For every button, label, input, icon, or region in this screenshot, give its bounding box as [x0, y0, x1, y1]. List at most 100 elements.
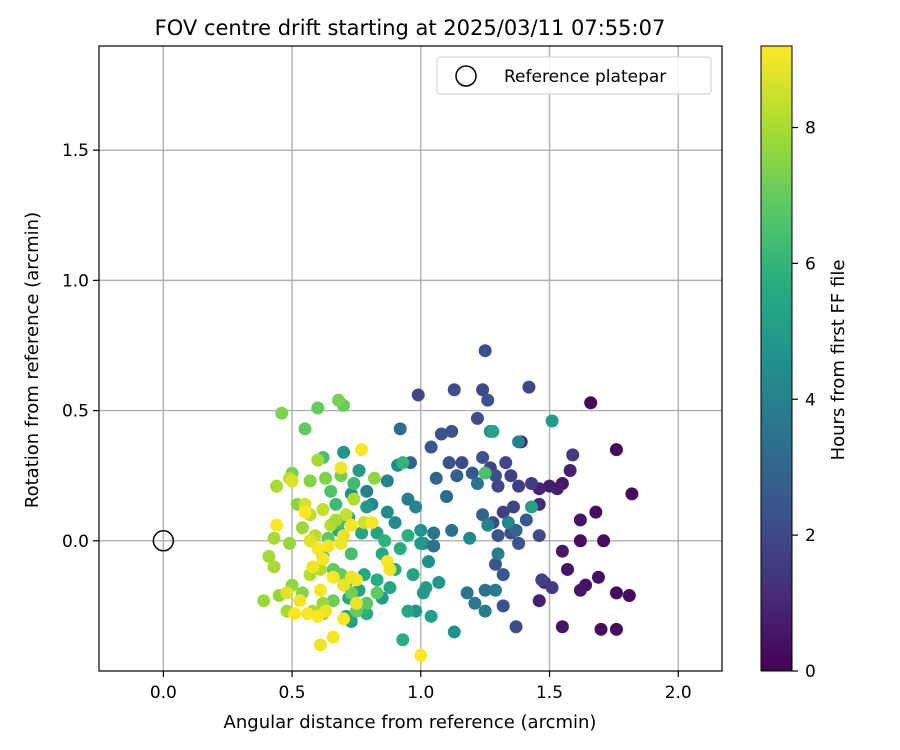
data-point: [478, 344, 492, 358]
data-point: [257, 594, 271, 608]
data-point: [275, 406, 289, 420]
data-point: [460, 586, 474, 600]
data-point: [370, 586, 384, 600]
data-point: [440, 490, 454, 504]
data-point: [535, 573, 549, 587]
data-point: [329, 497, 343, 511]
plot-frame: [98, 45, 723, 672]
data-point: [478, 583, 492, 597]
data-point: [380, 505, 394, 519]
data-point: [311, 401, 325, 415]
data-point: [337, 445, 351, 459]
data-point: [360, 500, 374, 514]
data-point: [411, 388, 425, 402]
data-point: [267, 560, 281, 574]
data-point: [470, 411, 484, 425]
data-point: [589, 505, 603, 519]
data-point: [424, 440, 438, 454]
data-point: [501, 516, 515, 530]
data-point: [478, 604, 492, 618]
data-point: [496, 599, 510, 613]
data-point: [522, 380, 536, 394]
data-point: [442, 456, 456, 470]
data-point: [313, 583, 327, 597]
data-point: [429, 471, 443, 485]
data-point: [506, 500, 520, 514]
data-point: [344, 518, 358, 532]
data-point: [609, 622, 623, 636]
data-point: [283, 536, 297, 550]
data-point: [414, 648, 428, 662]
x-axis-ticks: 0.0 0.5 1.0 1.5 2.0: [150, 671, 692, 703]
data-point: [622, 588, 636, 602]
y-tick-label: 1.5: [62, 141, 89, 161]
data-point: [326, 594, 340, 608]
data-point: [303, 474, 317, 488]
data-point: [383, 562, 397, 576]
data-point: [465, 466, 479, 480]
chart-title: FOV centre drift starting at 2025/03/11 …: [155, 16, 666, 40]
data-point: [360, 596, 374, 610]
y-axis-label: Rotation from reference (arcmin): [22, 212, 43, 508]
x-tick-label: 0.0: [150, 683, 177, 703]
x-tick-label: 1.5: [536, 683, 563, 703]
colorbar-tick-label: 8: [805, 119, 816, 139]
data-point: [347, 477, 361, 490]
data-point: [424, 609, 438, 623]
data-point: [488, 469, 502, 483]
data-point: [321, 539, 335, 553]
data-point: [609, 443, 623, 457]
data-point: [594, 622, 608, 636]
data-point: [329, 513, 343, 527]
colorbar-label: Hours from first FF file: [828, 260, 849, 461]
data-point: [445, 424, 459, 438]
data-point: [270, 479, 284, 493]
data-points: [257, 344, 639, 662]
data-point: [427, 526, 441, 540]
data-point: [573, 513, 587, 527]
data-point: [476, 508, 490, 522]
colorbar: 0 2 4 6 8 Hours from first FF file: [760, 45, 849, 682]
data-point: [566, 448, 580, 462]
y-tick-label: 0.0: [62, 532, 89, 552]
data-point: [486, 424, 500, 438]
data-point: [293, 594, 307, 608]
data-point: [422, 555, 436, 569]
data-point: [319, 471, 333, 485]
data-point: [468, 596, 482, 610]
data-point: [383, 581, 397, 595]
data-point: [355, 443, 369, 457]
data-point: [313, 638, 327, 652]
data-point: [347, 492, 361, 506]
data-point: [298, 505, 312, 519]
y-tick-label: 0.5: [62, 402, 89, 422]
data-point: [447, 625, 461, 639]
legend-marker-icon: [455, 65, 477, 87]
data-point: [324, 484, 338, 498]
data-point: [380, 474, 394, 488]
data-point: [509, 620, 523, 634]
data-point: [295, 521, 309, 535]
data-point: [406, 568, 420, 582]
data-point: [311, 453, 325, 467]
x-axis-label: Angular distance from reference (arcmin): [224, 712, 597, 733]
data-point: [378, 534, 392, 548]
colorbar-tick-label: 2: [805, 526, 816, 546]
colorbar-tick-label: 6: [805, 254, 816, 274]
data-point: [388, 516, 402, 530]
data-point: [393, 422, 407, 436]
data-point: [427, 539, 441, 553]
y-axis-ticks: 0.0 0.5 1.0 1.5: [62, 141, 99, 552]
data-point: [447, 383, 461, 397]
data-point: [524, 500, 538, 514]
data-point: [365, 516, 379, 530]
data-point: [370, 573, 384, 587]
data-point: [414, 536, 428, 550]
data-point: [591, 570, 605, 584]
data-point: [352, 463, 366, 477]
data-point: [337, 578, 351, 592]
data-point: [337, 529, 351, 543]
data-point: [519, 513, 533, 527]
data-point: [331, 393, 345, 407]
